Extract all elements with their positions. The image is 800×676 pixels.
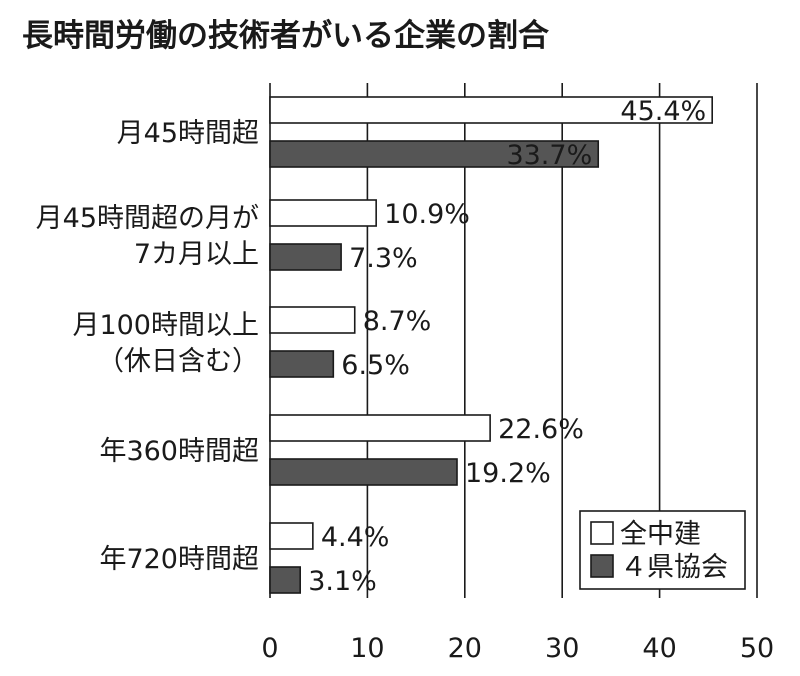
bar	[269, 522, 314, 550]
bar	[269, 199, 377, 227]
chart-title: 長時間労働の技術者がいる企業の割合	[22, 18, 549, 54]
category-label: 月45時間超の月が	[36, 203, 259, 234]
x-tick-label: 0	[261, 633, 278, 664]
value-label: 8.7%	[363, 306, 432, 337]
value-label: 19.2%	[465, 458, 551, 489]
x-axis-ticks: 0 10 20 30 40 50	[261, 633, 774, 664]
bar	[269, 306, 356, 334]
category-label: 月45時間超	[117, 118, 259, 149]
bar	[269, 458, 458, 486]
x-tick-label: 40	[642, 633, 676, 664]
bar	[269, 243, 342, 271]
category-label: （休日含む）	[97, 346, 259, 377]
x-tick-label: 30	[545, 633, 579, 664]
value-label: 4.4%	[321, 522, 390, 553]
grid-lines	[269, 83, 758, 598]
value-label: 3.1%	[308, 566, 377, 597]
bar	[269, 566, 301, 594]
value-label: 7.3%	[349, 243, 418, 274]
legend-label: ４県協会	[620, 552, 728, 583]
bars	[269, 96, 713, 594]
category-label: 年360時間超	[99, 436, 259, 467]
value-labels: 45.4% 33.7% 10.9% 7.3% 8.7% 6.5% 22.6% 19.2% 4.4…	[308, 96, 706, 597]
legend-swatch	[590, 554, 614, 578]
value-label: 45.4%	[620, 96, 706, 127]
x-tick-label: 10	[350, 633, 384, 664]
bar	[269, 96, 713, 124]
bar	[269, 414, 491, 442]
bar	[269, 140, 600, 168]
category-label: 年720時間超	[99, 544, 259, 575]
value-label: 33.7%	[506, 140, 592, 171]
value-label: 22.6%	[498, 414, 584, 445]
category-label: 月100時間以上	[72, 310, 259, 341]
value-label: 6.5%	[341, 350, 410, 381]
x-tick-label: 20	[448, 633, 482, 664]
category-label: 7カ月以上	[134, 239, 259, 270]
legend-label: 全中建	[620, 519, 701, 550]
value-label: 10.9%	[384, 199, 470, 230]
bar	[269, 350, 335, 378]
x-tick-label: 50	[740, 633, 774, 664]
legend-swatch	[590, 521, 614, 545]
